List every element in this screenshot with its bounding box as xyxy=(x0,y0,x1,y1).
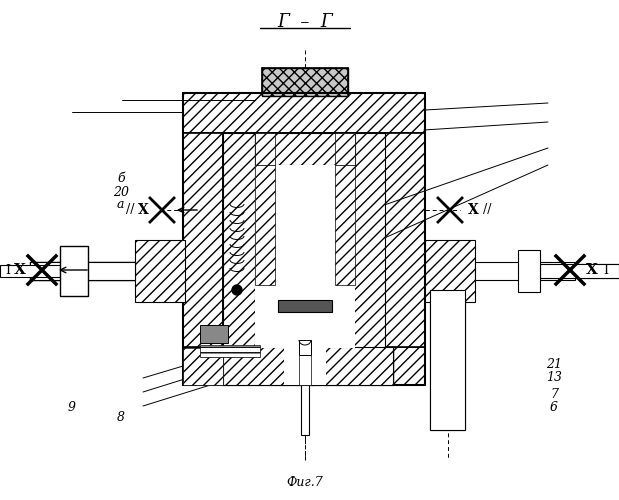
Bar xyxy=(475,262,575,280)
Bar xyxy=(299,340,311,355)
Bar xyxy=(425,240,475,302)
Text: а: а xyxy=(117,198,124,211)
Bar xyxy=(30,262,135,280)
Bar xyxy=(223,133,385,347)
Bar xyxy=(255,133,355,165)
Bar xyxy=(353,133,385,348)
Bar xyxy=(223,347,393,385)
Text: //: // xyxy=(483,204,491,216)
Text: //: // xyxy=(126,204,134,216)
Bar xyxy=(183,133,223,347)
Text: X: X xyxy=(137,203,149,217)
Text: 21: 21 xyxy=(546,358,562,372)
Bar xyxy=(301,385,309,435)
Text: 9: 9 xyxy=(67,401,75,414)
Text: 6: 6 xyxy=(550,401,558,414)
Bar xyxy=(200,345,260,357)
Bar xyxy=(60,246,88,296)
Bar xyxy=(430,290,465,430)
Bar xyxy=(335,133,355,165)
Bar xyxy=(299,355,311,385)
Text: X: X xyxy=(467,203,478,217)
Bar xyxy=(335,165,355,285)
Circle shape xyxy=(232,285,242,295)
Text: Фиг.7: Фиг.7 xyxy=(287,476,323,490)
Bar xyxy=(0,265,60,277)
Bar xyxy=(518,250,540,292)
Bar xyxy=(255,165,275,285)
Bar xyxy=(434,293,460,427)
Text: I: I xyxy=(604,264,608,276)
Bar xyxy=(262,68,348,96)
Bar xyxy=(183,347,425,385)
Text: 13: 13 xyxy=(546,371,562,384)
Text: X: X xyxy=(586,263,598,277)
Text: X: X xyxy=(14,263,26,277)
Text: 7: 7 xyxy=(550,388,558,402)
Bar xyxy=(278,300,332,312)
Bar xyxy=(255,133,275,165)
Bar xyxy=(385,133,425,347)
Bar xyxy=(135,240,185,302)
Text: 20: 20 xyxy=(113,186,129,199)
Bar xyxy=(200,325,228,343)
Bar xyxy=(223,133,255,348)
Bar xyxy=(284,347,326,385)
Text: б: б xyxy=(117,172,124,186)
Text: I: I xyxy=(6,264,11,276)
Bar xyxy=(296,355,314,385)
Bar xyxy=(183,348,223,385)
Bar xyxy=(540,264,619,278)
Bar xyxy=(255,165,355,348)
Text: 8: 8 xyxy=(117,411,124,424)
Bar xyxy=(183,93,425,133)
Text: Г  –  Г: Г – Г xyxy=(277,13,333,31)
